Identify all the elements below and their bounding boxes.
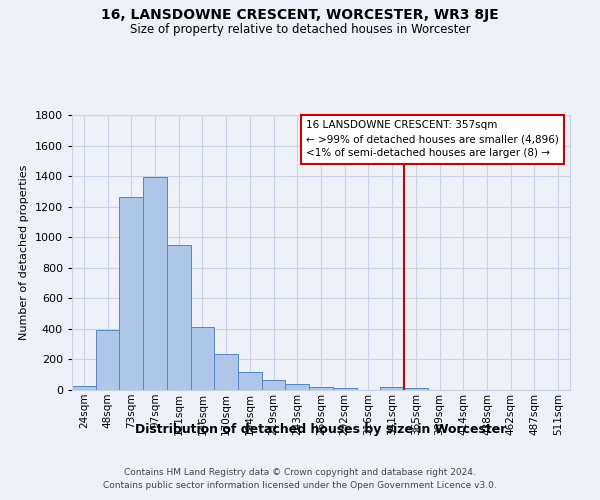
Bar	[143, 177, 167, 390]
Y-axis label: Number of detached properties: Number of detached properties	[19, 165, 29, 340]
Bar	[404, 388, 428, 390]
Text: Size of property relative to detached houses in Worcester: Size of property relative to detached ho…	[130, 22, 470, 36]
Bar	[238, 372, 262, 390]
Text: 16, LANSDOWNE CRESCENT, WORCESTER, WR3 8JE: 16, LANSDOWNE CRESCENT, WORCESTER, WR3 8…	[101, 8, 499, 22]
Bar	[72, 386, 96, 390]
Bar	[191, 326, 214, 390]
Bar	[167, 245, 191, 390]
Bar	[214, 354, 238, 390]
Bar	[119, 198, 143, 390]
Bar	[309, 387, 333, 390]
Text: 16 LANSDOWNE CRESCENT: 357sqm
← >99% of detached houses are smaller (4,896)
<1% : 16 LANSDOWNE CRESCENT: 357sqm ← >99% of …	[306, 120, 559, 158]
Text: Contains HM Land Registry data © Crown copyright and database right 2024.
Contai: Contains HM Land Registry data © Crown c…	[103, 468, 497, 490]
Bar	[96, 330, 119, 390]
Text: Distribution of detached houses by size in Worcester: Distribution of detached houses by size …	[136, 422, 506, 436]
Bar	[333, 388, 356, 390]
Bar	[380, 387, 404, 390]
Bar	[286, 384, 309, 390]
Bar	[262, 380, 286, 390]
